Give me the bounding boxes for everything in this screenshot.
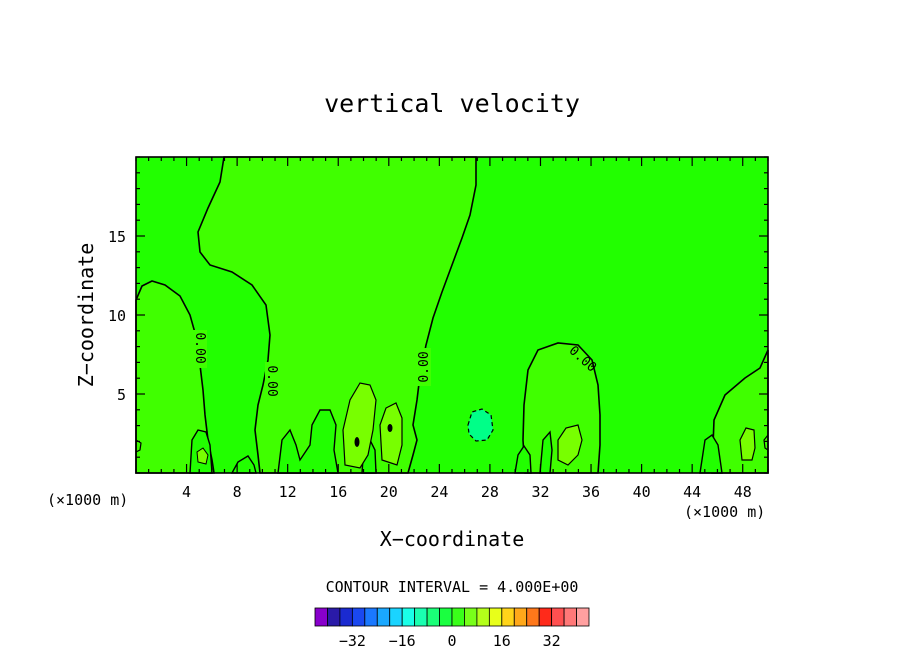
x-tick-label: 24 bbox=[430, 483, 448, 501]
colorbar-swatch bbox=[551, 607, 565, 627]
colorbar-tick-label: 16 bbox=[493, 632, 511, 650]
contour-core-dark-2 bbox=[387, 424, 393, 432]
contour-wall-bump-right bbox=[763, 434, 769, 451]
plot-area: 0.00 0.00 0.00 0.00 bbox=[135, 156, 769, 474]
contour-interval-text: CONTOUR INTERVAL = 4.000E+00 bbox=[326, 578, 579, 596]
x-tick-label: 4 bbox=[182, 483, 191, 501]
colorbar-swatch bbox=[513, 607, 528, 627]
colorbar-swatch bbox=[389, 607, 403, 627]
colorbar-tick-label: −16 bbox=[389, 632, 416, 650]
x-tick-label: 20 bbox=[380, 483, 398, 501]
x-tick-label: 8 bbox=[233, 483, 242, 501]
colorbar-swatch bbox=[314, 607, 328, 627]
x-tick-label: 40 bbox=[633, 483, 651, 501]
contour-label-bg-1 bbox=[193, 330, 207, 368]
colorbar-swatch bbox=[439, 607, 453, 627]
colorbar-swatch bbox=[488, 607, 503, 627]
y-tick-label: 10 bbox=[108, 307, 126, 325]
x-tick-label: 28 bbox=[481, 483, 499, 501]
contour-core-1 bbox=[342, 382, 377, 469]
colorbar bbox=[314, 607, 590, 627]
colorbar-tick-label: 0 bbox=[447, 632, 456, 650]
colorbar-swatch bbox=[563, 607, 577, 627]
x-units-left: (×1000 m) bbox=[47, 491, 128, 509]
colorbar-swatch bbox=[526, 607, 540, 627]
y-axis-ticks bbox=[136, 156, 768, 474]
x-tick-label: 32 bbox=[531, 483, 549, 501]
contour-core-dark-1 bbox=[354, 437, 360, 447]
colorbar-swatch bbox=[339, 607, 353, 627]
x-axis-tick-labels: 4 8 12 16 20 24 28 32 36 40 44 48 bbox=[182, 483, 752, 501]
contour-core-5 bbox=[196, 447, 209, 465]
colorbar-swatch bbox=[414, 607, 428, 627]
colorbar-labels: −32 −16 0 16 32 bbox=[339, 632, 561, 650]
y-tick-label: 5 bbox=[117, 386, 126, 404]
colorbar-swatch bbox=[327, 607, 341, 627]
x-tick-label: 12 bbox=[279, 483, 297, 501]
x-axis-label: X−coordinate bbox=[380, 527, 525, 551]
colorbar-swatch bbox=[376, 607, 391, 627]
colorbar-swatch bbox=[401, 607, 416, 627]
contour-core-3 bbox=[557, 424, 583, 466]
x-tick-label: 48 bbox=[734, 483, 752, 501]
colorbar-swatch bbox=[426, 607, 440, 627]
x-axis-ticks bbox=[135, 157, 769, 473]
x-units-right: (×1000 m) bbox=[684, 503, 765, 521]
contour-label-bg-3 bbox=[417, 348, 431, 386]
contour-label-3: 0.00 bbox=[417, 351, 432, 382]
colorbar-tick-label: 32 bbox=[543, 632, 561, 650]
contour-label-bg-2 bbox=[265, 362, 279, 400]
y-tick-label: 15 bbox=[108, 228, 126, 246]
contour-core-4 bbox=[739, 427, 756, 461]
colorbar-swatch bbox=[501, 607, 515, 627]
contour-label-2: 0.00 bbox=[264, 365, 279, 396]
chart-title: vertical velocity bbox=[324, 89, 580, 118]
contour-label-1: 0.00 bbox=[192, 332, 207, 363]
contour-gap-3 bbox=[277, 409, 339, 474]
colorbar-swatch bbox=[576, 607, 590, 627]
colorbar-swatch bbox=[364, 607, 378, 627]
x-tick-label: 36 bbox=[582, 483, 600, 501]
contour-core-2 bbox=[379, 402, 403, 466]
x-tick-label: 16 bbox=[329, 483, 347, 501]
contour-negative-region bbox=[467, 408, 494, 442]
colorbar-swatch bbox=[464, 607, 478, 627]
colorbar-swatch bbox=[476, 607, 490, 627]
colorbar-tick-label: −32 bbox=[339, 632, 366, 650]
x-tick-label: 44 bbox=[683, 483, 701, 501]
colorbar-swatch bbox=[451, 607, 465, 627]
colorbar-swatch bbox=[351, 607, 366, 627]
y-axis-tick-labels: 5 10 15 bbox=[108, 228, 126, 404]
y-axis-label: Z−coordinate bbox=[74, 243, 98, 388]
colorbar-swatch bbox=[538, 607, 553, 627]
